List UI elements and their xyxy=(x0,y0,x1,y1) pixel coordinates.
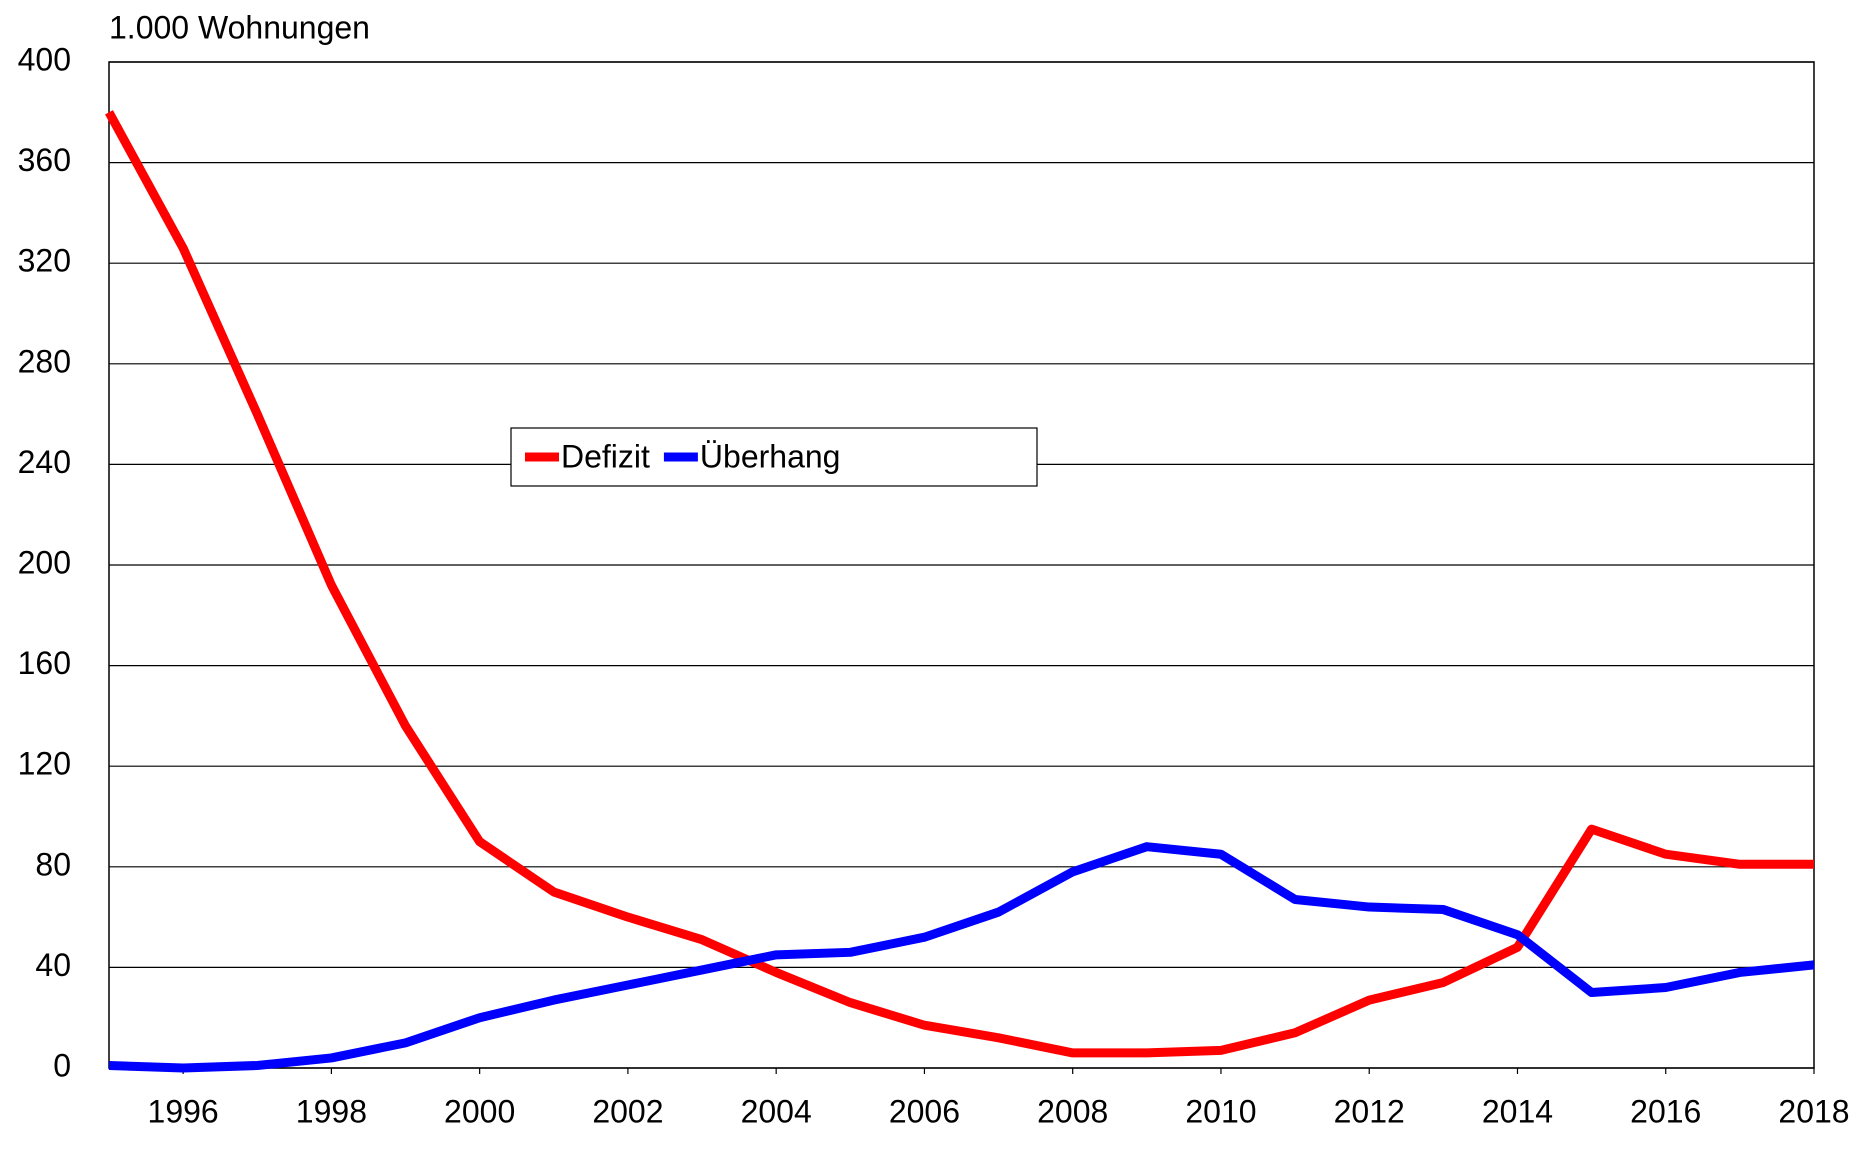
x-tick-label: 2006 xyxy=(889,1093,960,1129)
y-tick-label: 200 xyxy=(18,544,71,580)
x-tick-label: 1998 xyxy=(296,1093,367,1129)
y-tick-label: 80 xyxy=(35,846,71,882)
x-tick-label: 2010 xyxy=(1185,1093,1256,1129)
x-tick-label: 2000 xyxy=(444,1093,515,1129)
x-tick-label: 2018 xyxy=(1778,1093,1849,1129)
x-tick-label: 2002 xyxy=(592,1093,663,1129)
x-tick-label: 2012 xyxy=(1334,1093,1405,1129)
y-tick-label: 360 xyxy=(18,142,71,178)
y-tick-label: 40 xyxy=(35,947,71,983)
chart-title: 1.000 Wohnungen xyxy=(109,9,370,45)
series-line xyxy=(108,842,1815,1073)
x-tick-label: 2014 xyxy=(1482,1093,1553,1129)
plot-border xyxy=(108,61,1815,1069)
y-tick-label: 0 xyxy=(53,1047,71,1083)
y-tick-label: 320 xyxy=(18,243,71,279)
series-line xyxy=(105,110,1814,1058)
x-tick-label: 2016 xyxy=(1630,1093,1701,1129)
x-tick-label: 1996 xyxy=(148,1093,219,1129)
legend-label: Defizit xyxy=(561,438,650,474)
legend-label: Überhang xyxy=(700,438,841,474)
y-tick-label: 400 xyxy=(18,41,71,77)
y-tick-label: 280 xyxy=(18,343,71,379)
x-tick-label: 2004 xyxy=(741,1093,812,1129)
legend-box xyxy=(510,427,1038,487)
y-tick-label: 240 xyxy=(18,444,71,480)
y-tick-label: 160 xyxy=(18,645,71,681)
y-tick-label: 120 xyxy=(18,746,71,782)
x-tick-label: 2008 xyxy=(1037,1093,1108,1129)
